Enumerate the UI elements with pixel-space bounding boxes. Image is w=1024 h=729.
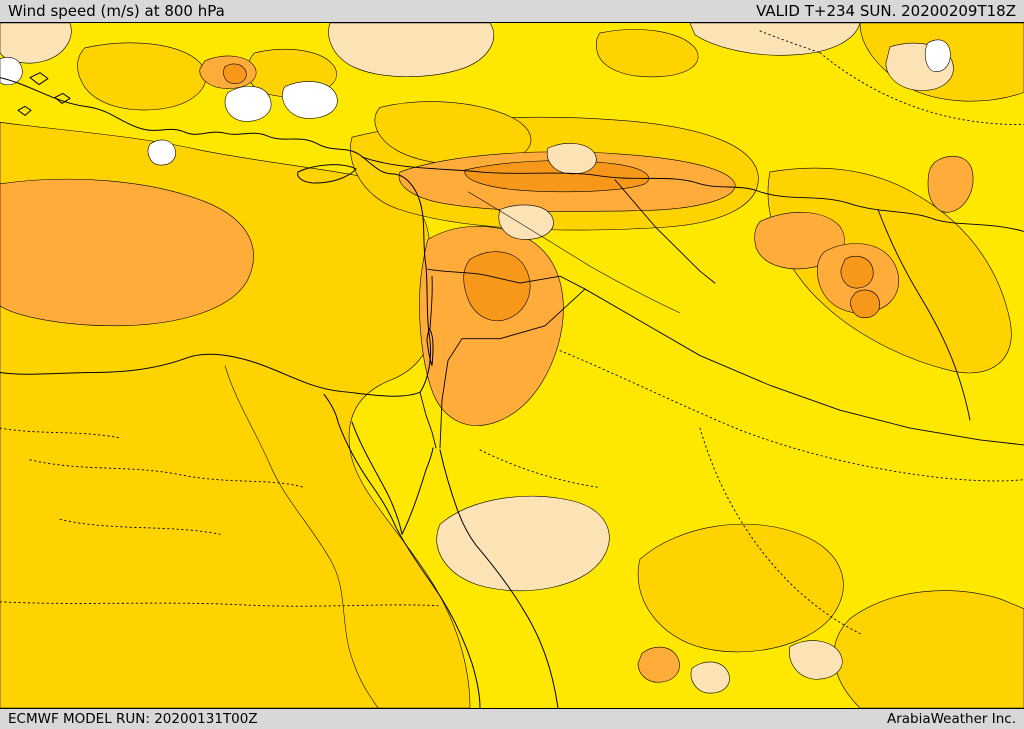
gold-contour-regions (0, 23, 1024, 708)
aegean-islands (17, 72, 71, 116)
coastline-layer (0, 72, 559, 708)
wind-speed-map (0, 22, 1024, 709)
dotted-boundary-layer (0, 30, 1024, 634)
jordan-iraq-border (519, 275, 586, 290)
map-title: Wind speed (m/s) at 800 hPa (8, 2, 225, 20)
jordan-saudi-border (439, 288, 586, 449)
mediterranean-coastline (0, 77, 431, 397)
syria-jordan-border (427, 268, 521, 284)
dead-sea (426, 328, 434, 366)
iraq-saudi-border (584, 288, 1024, 446)
iran-dotted-1 (819, 52, 1024, 125)
wind-speed-contour-map (0, 23, 1024, 708)
valid-time-label: VALID T+234 SUN. 20200209T18Z (756, 2, 1016, 20)
gulf-of-suez-coast (337, 421, 481, 708)
saudi-dotted-1 (559, 350, 1024, 482)
map-footer-bar: ECMWF MODEL RUN: 20200131T00Z ArabiaWeat… (0, 709, 1024, 729)
nile-river (224, 365, 379, 708)
sinai-east-coast (401, 447, 434, 535)
border-layer (361, 156, 1024, 449)
egypt-sudan-dotted-border (0, 601, 439, 607)
turkey-syria-iraq-border (361, 156, 1024, 232)
jordan-valley-line (429, 275, 433, 330)
iraq-iran-border (877, 209, 971, 421)
cream-contour-regions (0, 23, 954, 694)
red-sea-east-coast (439, 449, 559, 708)
egypt-israel-border (419, 391, 437, 449)
suez-canal (323, 393, 339, 423)
egypt-desert-dotted-1 (29, 459, 306, 489)
cyprus-island (297, 164, 357, 184)
map-header-bar: Wind speed (m/s) at 800 hPa VALID T+234 … (0, 0, 1024, 22)
river-layer (224, 191, 681, 708)
euphrates-river (467, 191, 681, 314)
syria-iraq-border (614, 179, 716, 284)
saudi-dotted-2 (699, 427, 861, 634)
sinai-west-coast (351, 421, 403, 535)
egypt-desert-dotted-2 (59, 518, 221, 535)
model-run-label: ECMWF MODEL RUN: 20200131T00Z (8, 711, 258, 727)
orange-contour-regions (223, 63, 880, 322)
white-contour-regions (0, 39, 951, 166)
iran-dotted-2 (759, 30, 821, 54)
north-saudi-dotted (479, 449, 601, 489)
brand-label: ArabiaWeather Inc. (886, 711, 1016, 727)
